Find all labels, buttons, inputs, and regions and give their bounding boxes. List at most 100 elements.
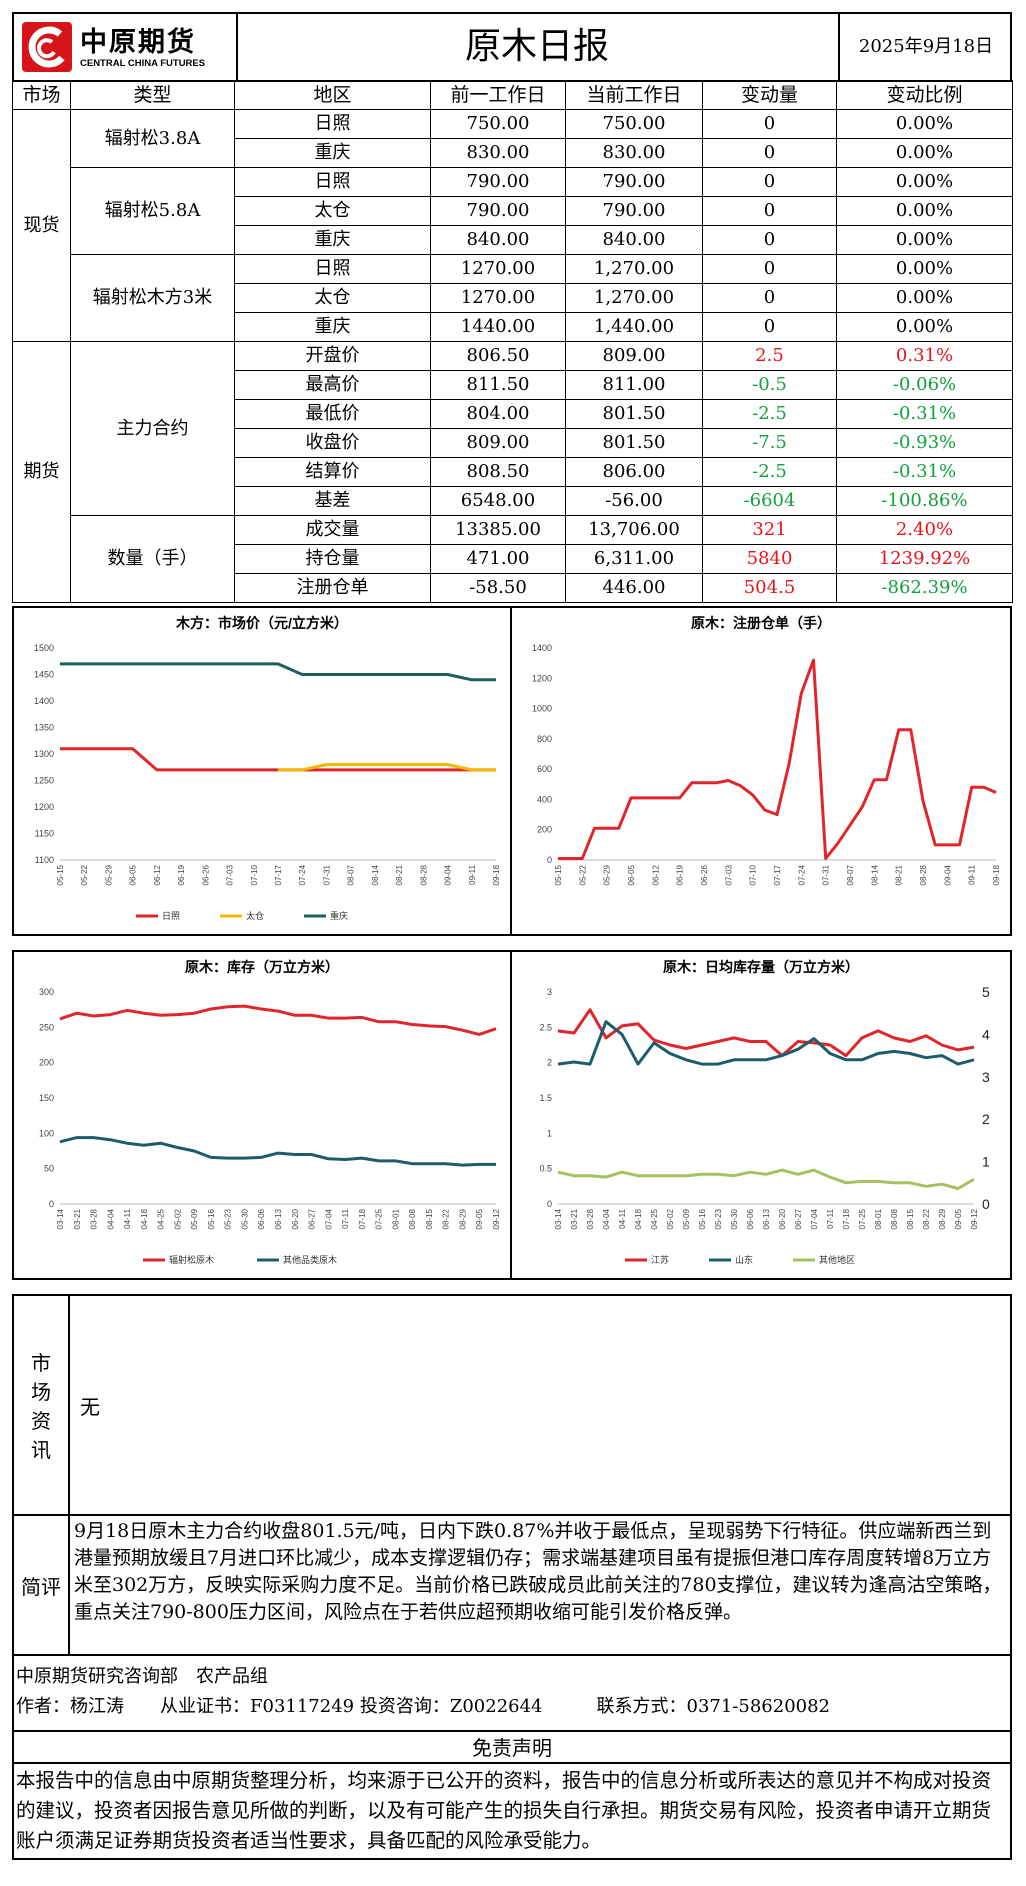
- x-tick-label: 08-07: [347, 864, 356, 885]
- value-cell: -6604: [702, 486, 837, 516]
- x-tick-label: 08-14: [371, 864, 380, 885]
- x-tick-label: 04-25: [157, 1208, 166, 1229]
- x-tick-label: 07-04: [810, 1208, 819, 1229]
- department: 中原期货研究咨询部 农产品组: [16, 1666, 268, 1687]
- x-tick-label: 03-21: [73, 1208, 82, 1229]
- region-cell: 结算价: [234, 457, 431, 487]
- value-cell: 750.00: [565, 109, 703, 139]
- region-cell: 日照: [234, 167, 431, 197]
- value-cell: 0.00%: [836, 225, 1013, 255]
- x-tick-label: 09-05: [475, 1208, 484, 1229]
- type-cell: 辐射松3.8A: [70, 109, 235, 168]
- x-tick-label: 08-01: [391, 1208, 400, 1229]
- value-cell: 0: [702, 312, 837, 342]
- y-tick-label: 0: [547, 855, 552, 865]
- value-cell: 804.00: [430, 399, 566, 429]
- x-tick-label: 05-30: [730, 1208, 739, 1229]
- footer: 中原期货研究咨询部 农产品组 作者：杨江涛 从业证书：F03117249 投资咨…: [14, 1654, 1010, 1732]
- y-tick-label: 300: [39, 987, 54, 997]
- x-tick-label: 07-17: [274, 864, 283, 885]
- chart: 原木：日均库存量（万立方米） 0 0.5 1 1.5 2 2.5 3 0 1 2 3 4 5 03-14 03…: [539, 959, 990, 1265]
- x-tick-label: 08-21: [895, 864, 904, 885]
- x-tick-label: 07-10: [250, 864, 259, 885]
- value-cell: 840.00: [565, 225, 703, 255]
- x-tick-label: 03-14: [56, 1208, 65, 1229]
- type-cell: 主力合约: [70, 341, 235, 516]
- x-tick-label: 06-19: [676, 864, 685, 885]
- x-tick-label: 05-09: [190, 1208, 199, 1229]
- value-cell: 2.5: [702, 341, 837, 371]
- type-cell: 数量（手）: [70, 515, 235, 603]
- y-tick-label: 50: [44, 1164, 54, 1174]
- x-tick-label: 07-03: [226, 864, 235, 885]
- value-cell: 0.00%: [836, 138, 1013, 168]
- y-tick-label: 1350: [34, 723, 54, 733]
- value-cell: 0.00%: [836, 312, 1013, 342]
- header: 中原期货 CENTRAL CHINA FUTURES 原木日报 2025年9月1…: [12, 12, 1012, 82]
- x-tick-label: 07-11: [341, 1208, 350, 1228]
- value-cell: -0.31%: [836, 399, 1013, 429]
- x-tick-label: 07-31: [822, 864, 831, 885]
- x-tick-label: 08-08: [890, 1208, 899, 1229]
- x-tick-label: 06-06: [746, 1208, 755, 1229]
- type-cell: 辐射松木方3米: [70, 254, 235, 342]
- x-tick-label: 03-28: [90, 1208, 99, 1229]
- x-tick-label: 06-12: [651, 864, 660, 885]
- y-tick-label: 250: [39, 1022, 54, 1032]
- table-row: 收盘价 809.00 801.50 -7.5 -0.93%: [13, 428, 1013, 458]
- value-cell: -2.5: [702, 457, 837, 487]
- region-cell: 日照: [234, 254, 431, 284]
- chart-panel: 木方：市场价（元/立方米） 1100 1150 1200 1250 1300 1350 140…: [12, 606, 512, 936]
- value-cell: 840.00: [430, 225, 566, 255]
- column-header: 市场: [12, 80, 71, 110]
- chart: 木方：市场价（元/立方米） 1100 1150 1200 1250 1300 1350 140…: [34, 615, 501, 921]
- x-tick-label: 09-11: [468, 864, 477, 884]
- value-cell: 2.40%: [836, 515, 1013, 545]
- x-tick-label: 06-20: [291, 1208, 300, 1229]
- x-tick-label: 07-31: [322, 864, 331, 885]
- value-cell: -7.5: [702, 428, 837, 458]
- value-cell: 1270.00: [430, 254, 566, 284]
- value-cell: -862.39%: [836, 573, 1013, 603]
- y-tick-label: 400: [537, 794, 552, 804]
- x-tick-label: 08-22: [442, 1208, 451, 1229]
- column-header: 地区: [234, 80, 431, 110]
- x-tick-label: 07-25: [858, 1208, 867, 1229]
- market-info-label: 市场资讯: [14, 1296, 70, 1516]
- x-tick-label: 04-04: [602, 1208, 611, 1229]
- y-tick-label: 1300: [34, 749, 54, 759]
- series-line: [60, 747, 496, 772]
- chart: 原木：注册仓单（手） 0 200 400 600 800 1000 1200 1400 05-15…: [532, 615, 1001, 885]
- region-cell: 最高价: [234, 370, 431, 400]
- x-tick-label: 05-29: [603, 864, 612, 885]
- y-tick-label: 800: [537, 734, 552, 744]
- x-tick-label: 05-15: [554, 864, 563, 885]
- x-tick-label: 04-18: [634, 1208, 643, 1229]
- value-cell: 0: [702, 167, 837, 197]
- y-tick-label: 0.5: [539, 1164, 552, 1174]
- chart-title: 原木：日均库存量（万立方米）: [663, 959, 859, 975]
- report-date: 2025年9月18日: [838, 14, 1012, 80]
- value-cell: 809.00: [430, 428, 566, 458]
- value-cell: -0.5: [702, 370, 837, 400]
- y-tick-label: 1250: [34, 776, 54, 786]
- y-tick-label: 2.5: [539, 1022, 552, 1032]
- market-info-content: 无: [70, 1296, 1010, 1516]
- region-cell: 重庆: [234, 138, 431, 168]
- y-tick-label: 1450: [34, 670, 54, 680]
- y-tick-label: 1400: [34, 696, 54, 706]
- x-tick-label: 08-21: [395, 864, 404, 885]
- value-cell: -58.50: [430, 573, 566, 603]
- chart-title: 原木：库存（万立方米）: [185, 959, 339, 975]
- value-cell: 790.00: [430, 167, 566, 197]
- y-tick-label: 1150: [35, 829, 54, 839]
- value-cell: 6,311.00: [565, 544, 703, 574]
- x-tick-label: 09-04: [943, 864, 952, 885]
- y-tick-label: 1.5: [539, 1093, 552, 1103]
- logo: 中原期货 CENTRAL CHINA FUTURES: [14, 14, 238, 80]
- x-tick-label: 06-19: [177, 864, 186, 885]
- author: 作者：杨江涛 从业证书：F03117249 投资咨询：Z0022644 联系方式…: [16, 1696, 831, 1717]
- x-tick-label: 03-14: [554, 1208, 563, 1229]
- x-tick-label: 05-16: [698, 1208, 707, 1229]
